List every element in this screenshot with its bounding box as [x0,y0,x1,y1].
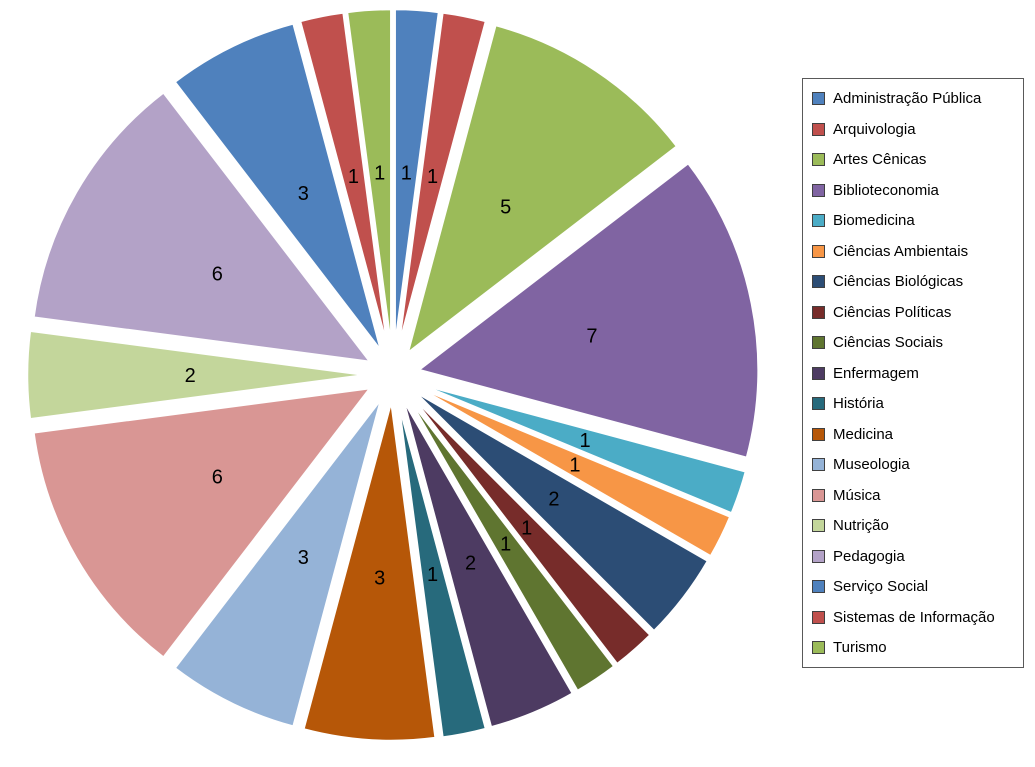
legend-item: Artes Cênicas [812,151,1014,168]
slice-value-label: 3 [298,183,309,205]
legend-swatch-icon [812,610,825,624]
slice-value-label: 1 [427,166,438,188]
legend-label: Biomedicina [833,212,915,229]
legend-swatch-icon [812,92,825,105]
legend-label: Administração Pública [833,90,982,107]
slice-value-label: 2 [185,365,196,387]
legend-item: Medicina [812,426,1014,443]
legend-item: Arquivologia [812,121,1014,138]
legend-item: Música [812,487,1014,504]
pie-slice [417,161,760,460]
legend-label: Museologia [833,456,910,473]
legend-swatch-icon [812,336,825,349]
slice-value-label: 1 [427,564,438,586]
slice-value-label: 1 [521,517,532,539]
pie-slice [396,11,488,351]
legend-item: Turismo [812,639,1014,656]
legend-label: Sistemas de Informação [833,608,995,626]
legend-label: Medicina [833,425,894,443]
legend-swatch-icon [812,427,825,441]
slice-value-label: 2 [465,552,476,574]
pie-slice [408,393,652,666]
legend-item: Enfermagem [812,365,1014,382]
legend-swatch-icon [812,366,825,380]
legend-item: Ciências Sociais [812,334,1014,351]
legend-swatch-icon [812,519,825,532]
legend-item: História [812,395,1014,412]
pie-slice [25,329,369,421]
legend-label: Artes Cênicas [833,151,927,168]
pie-slice [406,23,679,355]
legend-label: Enfermagem [833,364,919,382]
slice-value-label: 1 [401,163,412,185]
legend-label: Serviço Social [833,578,929,595]
pie-slice [302,399,437,743]
legend-label: Música [833,486,881,504]
slice-value-label: 1 [579,430,590,452]
legend-swatch-icon [812,183,825,197]
legend-item: Sistemas de Informação [812,609,1014,626]
legend-swatch-icon [812,275,825,288]
pie-slice [396,399,488,739]
legend-label: Nutrição [833,517,889,534]
legend-swatch-icon [812,153,825,166]
legend-item: Serviço Social [812,578,1014,595]
slice-value-label: 1 [569,455,580,477]
legend-label: Arquivologia [833,120,916,138]
legend-swatch-icon [812,122,825,136]
chart-legend: Administração Pública Arquivologia Artes C… [802,78,1024,668]
legend-label: Turismo [833,639,887,656]
legend-item: Ciências Ambientais [812,243,1014,260]
pie-slice [32,91,372,364]
legend-label: História [833,395,884,412]
legend-label: Ciências Políticas [833,303,952,321]
slice-value-label: 5 [500,196,511,218]
slice-value-label: 7 [586,325,597,347]
slice-value-label: 3 [374,567,385,589]
legend-swatch-icon [812,549,825,563]
legend-label: Ciências Ambientais [833,242,969,260]
legend-item: Biblioteconomia [812,182,1014,199]
pie-slice [173,22,383,353]
legend-swatch-icon [812,214,825,227]
slice-value-label: 6 [212,466,223,488]
legend-label: Ciências Biológicas [833,273,964,290]
legend-item: Nutrição [812,517,1014,534]
legend-swatch-icon [812,458,825,471]
legend-swatch-icon [812,641,825,654]
legend-item: Administração Pública [812,90,1014,107]
pie-slice [298,11,390,351]
legend-item: Ciências Biológicas [812,273,1014,290]
pie-slice [401,397,575,729]
slice-value-label: 3 [298,547,309,569]
slice-value-label: 1 [374,163,385,185]
legend-swatch-icon [812,488,825,502]
slice-value-label: 1 [348,166,359,188]
legend-item: Biomedicina [812,212,1014,229]
pie-slice [416,382,748,515]
pie-slice [412,389,710,633]
legend-swatch-icon [812,397,825,410]
pie-slice [345,7,393,351]
legend-swatch-icon [812,305,825,319]
slice-value-label: 6 [212,264,223,286]
pie-slice [32,386,372,659]
legend-swatch-icon [812,244,825,258]
legend-item: Ciências Políticas [812,304,1014,321]
legend-label: Biblioteconomia [833,181,939,199]
pie-slice [173,397,383,728]
pie-slice [415,385,732,558]
legend-swatch-icon [812,580,825,593]
legend-label: Ciências Sociais [833,334,944,351]
slice-value-label: 2 [548,488,559,510]
pie-slice [406,395,616,693]
pie-slice [393,7,441,351]
legend-item: Museologia [812,456,1014,473]
legend-item: Pedagogia [812,548,1014,565]
slice-value-label: 1 [500,534,511,556]
legend-label: Pedagogia [833,547,905,565]
